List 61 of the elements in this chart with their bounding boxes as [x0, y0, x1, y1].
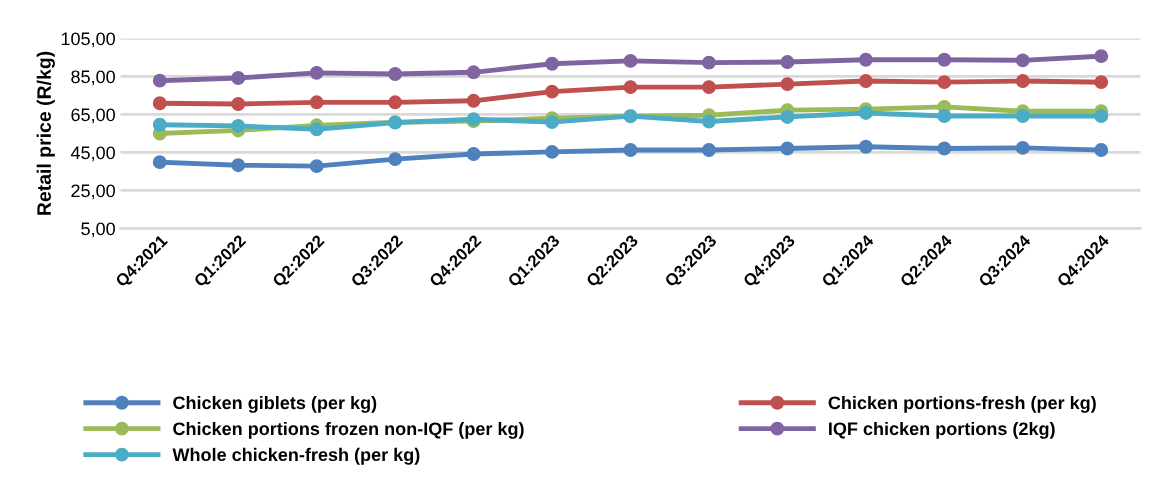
point — [309, 159, 324, 174]
point — [152, 73, 167, 88]
y-tick-label: 105,00 — [61, 32, 115, 48]
point — [309, 95, 324, 110]
point — [1094, 49, 1109, 64]
point — [1015, 140, 1030, 155]
point — [937, 109, 952, 123]
point — [937, 52, 952, 67]
point — [623, 53, 638, 68]
point — [309, 122, 324, 137]
point — [1015, 74, 1030, 88]
point — [858, 74, 873, 88]
y-tick-label: 65,00 — [71, 108, 115, 124]
point — [545, 56, 559, 71]
point — [858, 52, 873, 67]
point — [780, 110, 795, 124]
point — [1094, 109, 1109, 123]
legend-label: Chicken portions-fresh (per kg) — [828, 395, 1096, 413]
y-tick-label: 85,00 — [71, 70, 115, 86]
point — [937, 75, 952, 90]
point — [858, 106, 873, 120]
point — [466, 93, 481, 108]
point — [623, 80, 638, 95]
point — [152, 155, 167, 170]
point — [1094, 143, 1109, 157]
point — [388, 67, 403, 81]
point — [702, 55, 716, 70]
point — [545, 84, 559, 99]
point — [780, 77, 795, 92]
y-axis-title: Retail price (R/kg) — [36, 51, 55, 215]
point — [545, 115, 559, 130]
point — [152, 117, 167, 132]
point — [545, 144, 559, 159]
point — [780, 55, 795, 69]
y-tick-label: 5,00 — [81, 222, 115, 238]
point — [231, 118, 246, 133]
legend-label: Chicken giblets (per kg) — [173, 395, 377, 413]
y-tick-label: 25,00 — [71, 184, 115, 200]
point — [231, 158, 246, 173]
point — [231, 71, 246, 85]
point — [780, 141, 795, 156]
point — [858, 139, 873, 154]
legend-label: IQF chicken portions (2kg) — [829, 421, 1055, 439]
point — [388, 152, 403, 167]
point — [466, 147, 481, 161]
point — [702, 143, 716, 157]
point — [466, 65, 481, 80]
point — [623, 143, 638, 157]
point — [309, 65, 324, 80]
legend-label: Whole chicken-fresh (per kg) — [172, 447, 420, 465]
point — [1094, 75, 1109, 90]
point — [702, 114, 716, 129]
point — [1015, 53, 1030, 68]
point — [388, 95, 403, 110]
point — [702, 80, 716, 95]
y-tick-label: 45,00 — [70, 146, 115, 162]
point — [231, 97, 246, 111]
point — [1015, 109, 1030, 123]
point — [152, 96, 167, 111]
point — [937, 141, 952, 156]
legend-label: Chicken portions frozen non-IQF (per kg) — [173, 421, 524, 439]
